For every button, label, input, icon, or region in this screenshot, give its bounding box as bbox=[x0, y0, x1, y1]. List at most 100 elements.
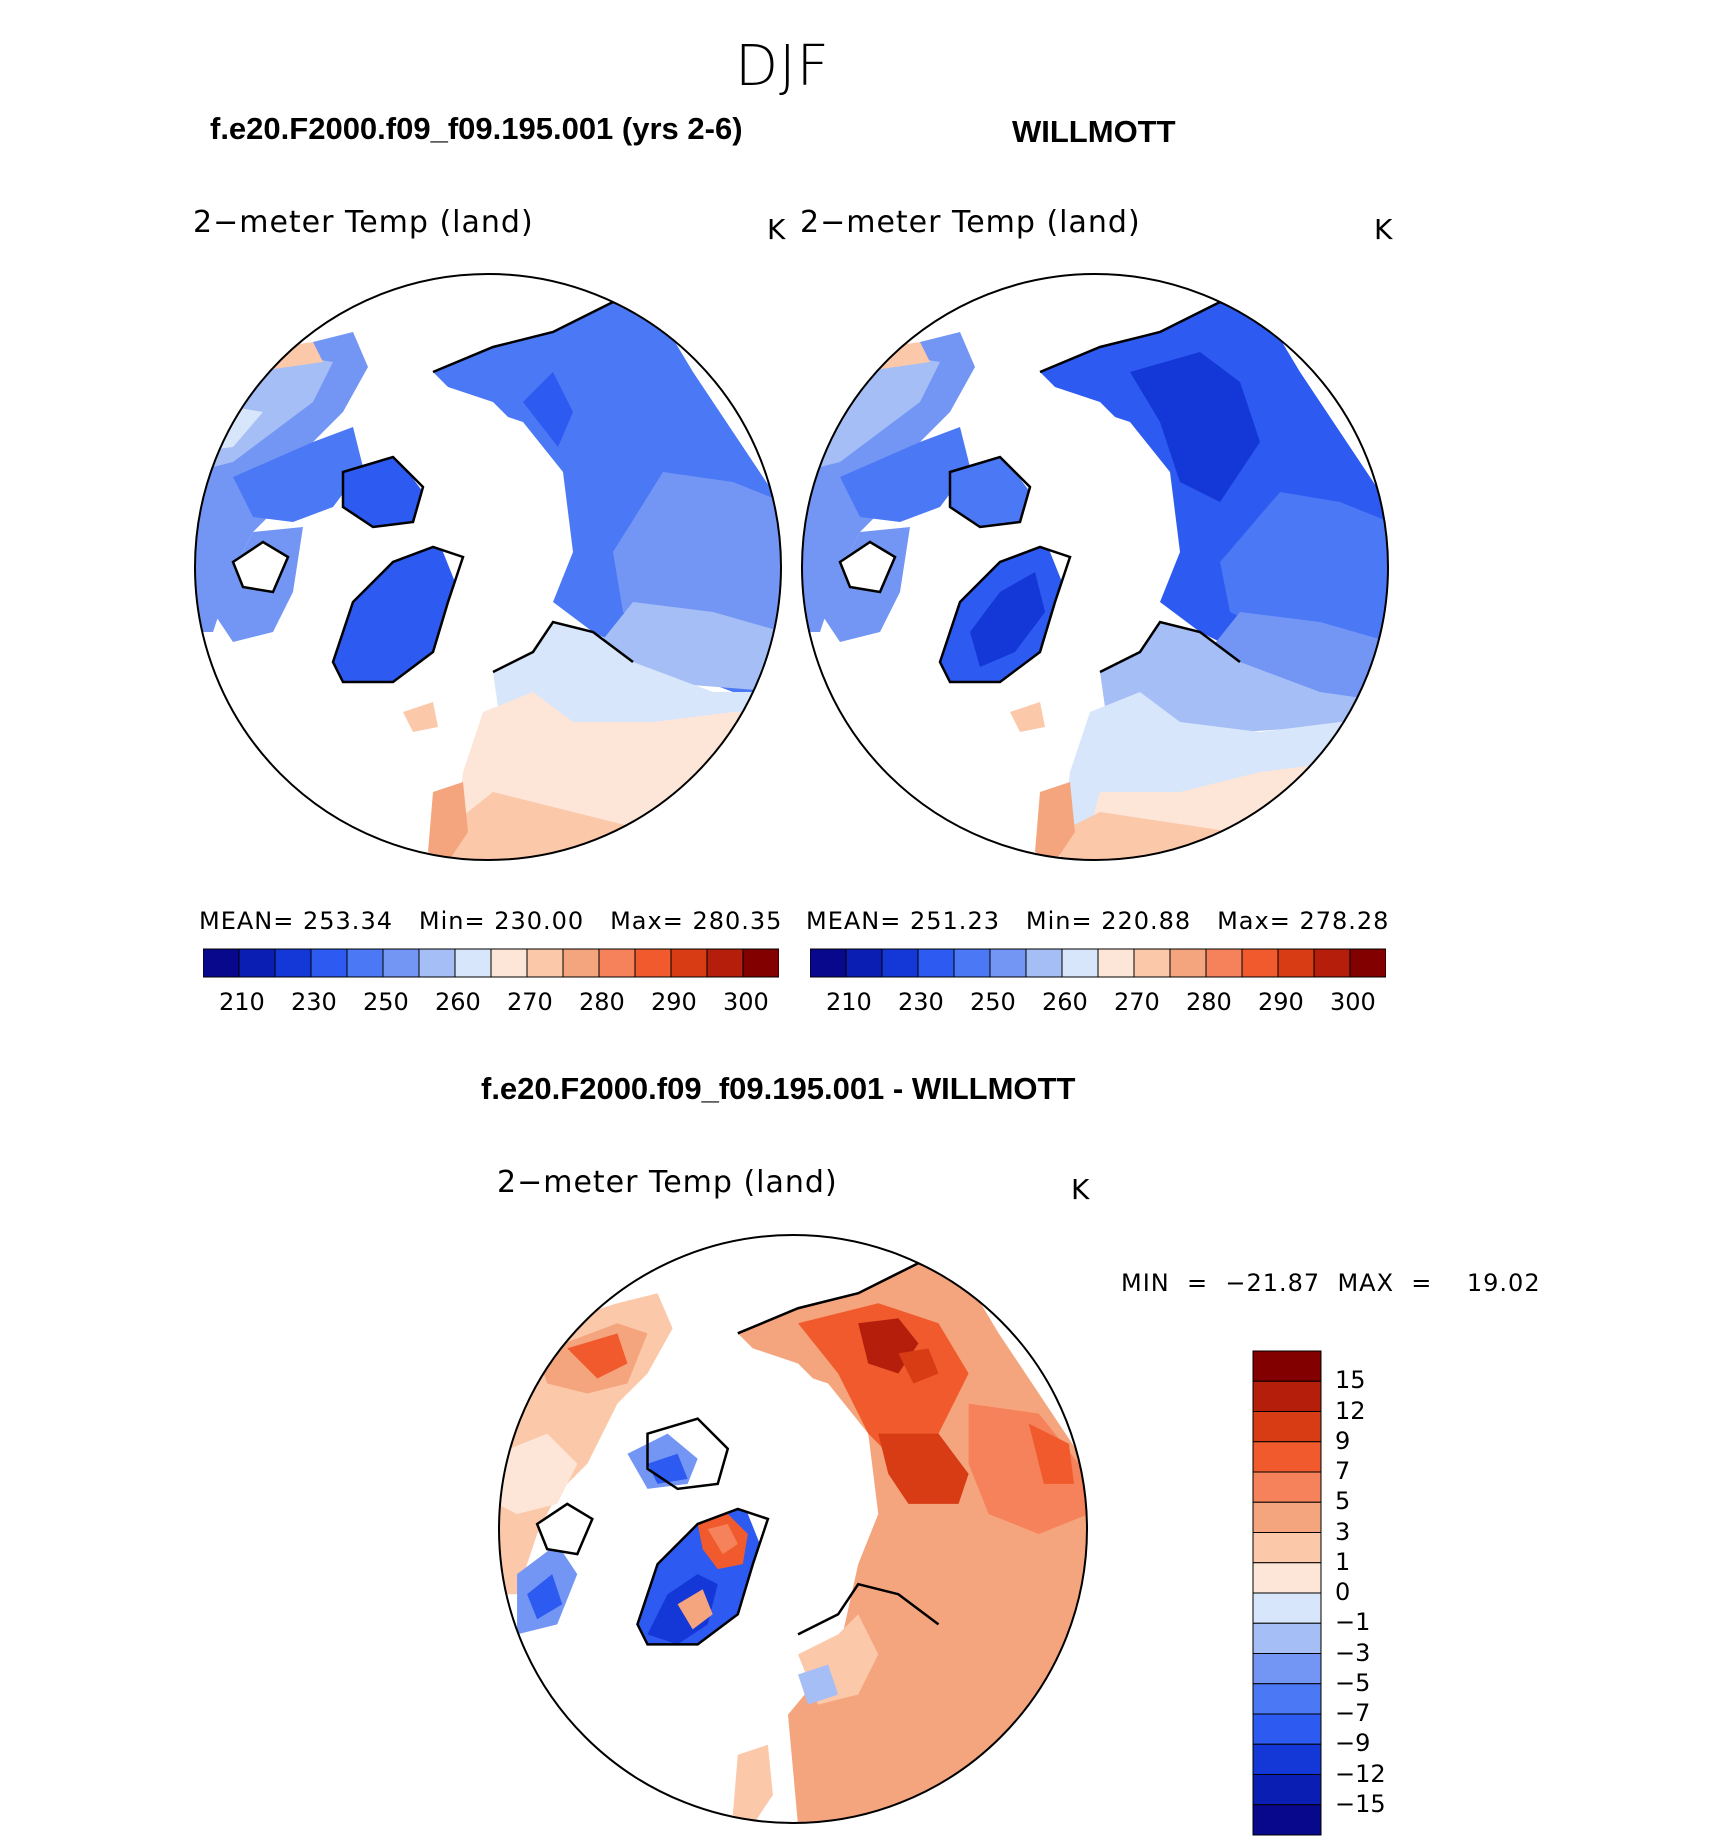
diff-colorbar-tick-label: 7 bbox=[1335, 1457, 1351, 1485]
panel1-colorbar-swatch bbox=[634, 948, 672, 978]
diff-colorbar-swatch bbox=[1252, 1562, 1322, 1594]
panel2-colorbar-tick-label: 250 bbox=[970, 988, 1016, 1016]
diff-colorbar-tick-label: 0 bbox=[1335, 1578, 1351, 1606]
diff-colorbar-tick-label: 5 bbox=[1335, 1487, 1351, 1516]
panel1-colorbar bbox=[203, 948, 779, 978]
diff-colorbar-swatch bbox=[1252, 1774, 1322, 1806]
diff-colorbar-tick-label: −9 bbox=[1335, 1729, 1371, 1758]
diff-colorbar-tick-label: −12 bbox=[1335, 1759, 1386, 1788]
panel2-colorbar-swatch bbox=[1061, 948, 1099, 978]
panel2-colorbar-swatch bbox=[1241, 948, 1279, 978]
panel1-colorbar-swatch bbox=[346, 948, 384, 978]
diff-colorbar-swatch bbox=[1252, 1471, 1322, 1503]
panel1-colorbar-swatch bbox=[310, 948, 348, 978]
panel2-colorbar-tick-label: 280 bbox=[1186, 988, 1232, 1016]
panel2-colorbar-swatch bbox=[1313, 948, 1351, 978]
diff-colorbar-tick-label: 15 bbox=[1335, 1366, 1366, 1395]
diff-colorbar-swatch bbox=[1252, 1532, 1322, 1564]
panel2-stats: MEAN= 251.23 Min= 220.88 Max= 278.28 bbox=[806, 907, 1389, 935]
panel1-colorbar-swatch bbox=[418, 948, 456, 978]
panel1-archipelago bbox=[343, 457, 423, 527]
panel2-max-value: 278.28 bbox=[1299, 907, 1390, 935]
panel2-colorbar-swatch bbox=[881, 948, 919, 978]
panel1-variable-title: 2−meter Temp (land) bbox=[193, 205, 534, 240]
panel2-colorbar-swatch bbox=[1169, 948, 1207, 978]
diff-colorbar-tick-label: −3 bbox=[1335, 1638, 1371, 1667]
panel1-colorbar-tick-label: 300 bbox=[723, 988, 769, 1016]
diff-colorbar-swatch bbox=[1252, 1411, 1322, 1443]
panel2-min-label: Min= bbox=[1025, 907, 1093, 935]
panel1-colorbar-tick-label: 270 bbox=[507, 988, 553, 1016]
panel1-colorbar-tick-label: 230 bbox=[291, 988, 337, 1016]
panel1-colorbar-tick-label: 280 bbox=[579, 988, 625, 1016]
diff-colorbar-swatch bbox=[1252, 1653, 1322, 1685]
panel1-min-value: 230.00 bbox=[494, 907, 585, 935]
panel1-colorbar-swatch bbox=[238, 948, 276, 978]
panel2-colorbar-tick-label: 230 bbox=[898, 988, 944, 1016]
diff-colorbar-tick-label: 3 bbox=[1335, 1517, 1351, 1546]
panel2-colorbar-swatch bbox=[917, 948, 955, 978]
diff-colorbar-swatch bbox=[1252, 1441, 1322, 1473]
panel2-map bbox=[801, 273, 1389, 861]
panel2-colorbar-swatch bbox=[1205, 948, 1243, 978]
panel2-max-label: Max= bbox=[1217, 907, 1291, 935]
diff-colorbar-swatch bbox=[1252, 1501, 1322, 1533]
panel2-min-value: 220.88 bbox=[1101, 907, 1192, 935]
diff-colorbar-swatch bbox=[1252, 1683, 1322, 1715]
panel2-colorbar-tick-label: 210 bbox=[826, 988, 872, 1016]
panel2-archipelago bbox=[950, 457, 1030, 527]
diff-colorbar-swatch bbox=[1252, 1713, 1322, 1745]
panel1-min-label: Min= bbox=[418, 907, 486, 935]
panel1-max-value: 280.35 bbox=[692, 907, 783, 935]
panel1-colorbar-ticks: 210 230 250 260 270 280 290 300 bbox=[203, 988, 779, 1018]
panel2-colorbar-swatch bbox=[989, 948, 1027, 978]
panel2-colorbar-tick-label: 260 bbox=[1042, 988, 1088, 1016]
panel2-colorbar-swatch bbox=[1097, 948, 1135, 978]
panel1-units: K bbox=[767, 213, 786, 246]
panel2-colorbar-swatch bbox=[810, 948, 847, 978]
diff-colorbar-tick-label: 12 bbox=[1335, 1396, 1366, 1425]
panel1-colorbar-swatch bbox=[670, 948, 708, 978]
panel1-max-label: Max= bbox=[610, 907, 684, 935]
panel2-colorbar-swatch bbox=[1277, 948, 1315, 978]
diff-colorbar-tick-label: −5 bbox=[1335, 1668, 1371, 1697]
panel2-mean-value: 251.23 bbox=[910, 907, 1000, 935]
panel1-greenland bbox=[333, 547, 463, 682]
diff-colorbar-swatch bbox=[1252, 1804, 1322, 1836]
panel1-colorbar-swatch bbox=[526, 948, 564, 978]
panel1-colorbar-swatch bbox=[706, 948, 744, 978]
panel1-colorbar-tick-label: 250 bbox=[363, 988, 409, 1016]
panel2-units: K bbox=[1374, 213, 1393, 246]
diff-colorbar-swatch bbox=[1252, 1350, 1322, 1382]
panel1-colorbar-swatch bbox=[742, 948, 779, 978]
panel2-variable-title: 2−meter Temp (land) bbox=[800, 205, 1141, 240]
diff-colorbar-tick-label: −7 bbox=[1335, 1699, 1371, 1727]
panel2-colorbar-swatch bbox=[1133, 948, 1171, 978]
panel2-colorbar-tick-label: 290 bbox=[1258, 988, 1304, 1016]
panel1-case-title: f.e20.F2000.f09_f09.195.001 (yrs 2-6) bbox=[210, 111, 743, 146]
panel2-colorbar-swatch bbox=[1025, 948, 1063, 978]
panel1-colorbar-swatch bbox=[274, 948, 312, 978]
panel1-mean-label: MEAN= bbox=[199, 907, 295, 935]
diff-colorbar-swatch bbox=[1252, 1592, 1322, 1624]
panel1-colorbar-swatch bbox=[454, 948, 492, 978]
panel1-colorbar-tick-label: 290 bbox=[651, 988, 697, 1016]
panel1-colorbar-swatch bbox=[382, 948, 420, 978]
diff-colorbar-swatch bbox=[1252, 1380, 1322, 1412]
panel1-stats: MEAN= 253.34 Min= 230.00 Max= 280.35 bbox=[199, 907, 782, 935]
diff-colorbar bbox=[1252, 1350, 1322, 1836]
panel2-colorbar-tick-label: 270 bbox=[1114, 988, 1160, 1016]
diff-case-title: f.e20.F2000.f09_f09.195.001 - WILLMOTT bbox=[481, 1071, 1076, 1106]
panel1-colorbar-swatch bbox=[562, 948, 600, 978]
diff-colorbar-tick-label: 1 bbox=[1335, 1547, 1351, 1576]
diff-variable-title: 2−meter Temp (land) bbox=[497, 1165, 838, 1200]
panel1-mean-value: 253.34 bbox=[303, 907, 393, 935]
panel2-case-title: WILLMOTT bbox=[1012, 114, 1176, 149]
diff-colorbar-swatch bbox=[1252, 1622, 1322, 1654]
panel2-colorbar-ticks: 210 230 250 260 270 280 290 300 bbox=[810, 988, 1386, 1018]
panel2-mean-label: MEAN= bbox=[806, 907, 902, 935]
panel1-colorbar-tick-label: 260 bbox=[435, 988, 481, 1016]
panel2-colorbar-swatch bbox=[953, 948, 991, 978]
diff-colorbar-ticks: 15 12 9 7 5 3 1 0 −1 −3 −5 −7 −9 −12 −15 bbox=[1335, 1350, 1435, 1836]
panel1-colorbar-swatch bbox=[598, 948, 636, 978]
